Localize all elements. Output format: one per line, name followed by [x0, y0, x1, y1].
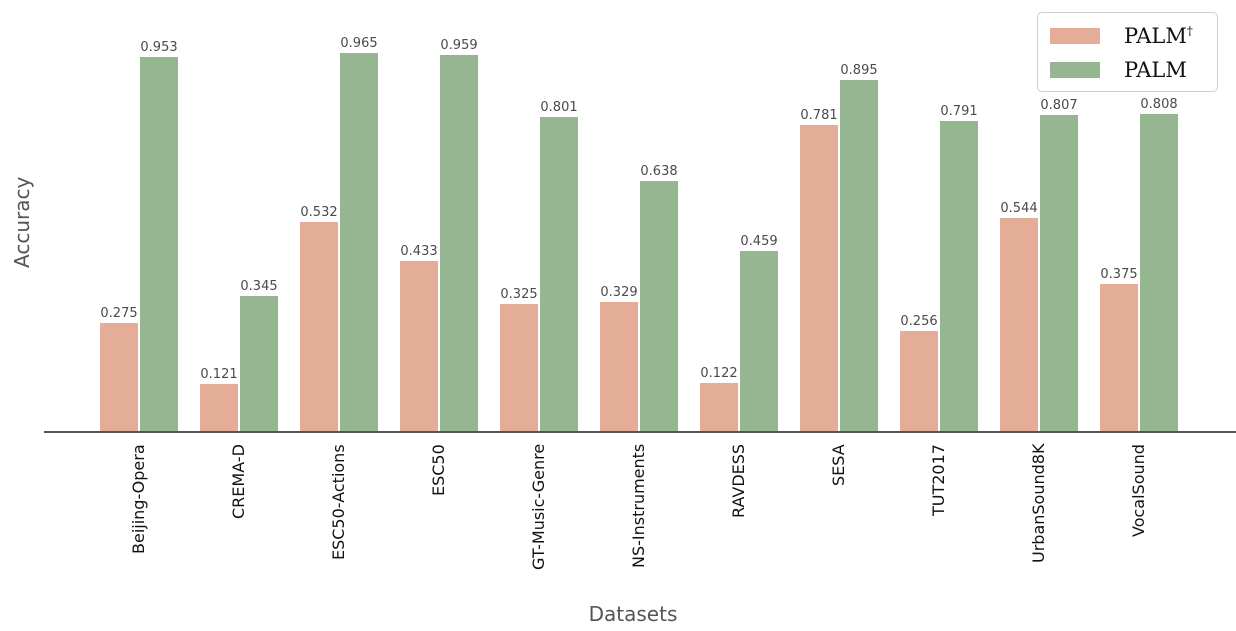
bar-palm-esc50-actions: [340, 53, 378, 431]
legend-item-palm-dagger: PALM†: [1050, 24, 1193, 48]
bar-palm-esc50: [440, 55, 478, 431]
value-label: 0.781: [800, 108, 838, 123]
value-label: 0.121: [200, 367, 238, 382]
value-label: 0.325: [500, 287, 538, 302]
value-label: 0.801: [540, 100, 578, 115]
bar-palm-sesa: [840, 80, 878, 431]
bar-palm-tut2017: [940, 121, 978, 431]
x-tick-vocalsound: VocalSound: [1129, 444, 1148, 537]
x-tick-crema-d: CREMA-D: [229, 444, 248, 519]
bar-palm-dagger-ns-instruments: [600, 302, 638, 431]
bar-palm-dagger-gt-music-genre: [500, 304, 538, 431]
value-label: 0.375: [1100, 267, 1138, 282]
bar-palm-dagger-vocalsound: [1100, 284, 1138, 431]
bar-palm-urbansound8k: [1040, 115, 1078, 431]
value-label: 0.807: [1040, 98, 1078, 113]
y-axis-label: Accuracy: [10, 176, 34, 268]
value-label: 0.808: [1140, 97, 1178, 112]
value-label: 0.345: [240, 279, 278, 294]
bar-palm-crema-d: [240, 296, 278, 431]
value-label: 0.965: [340, 36, 378, 51]
legend-item-palm: PALM: [1050, 58, 1187, 82]
value-label: 0.459: [740, 234, 778, 249]
bar-palm-dagger-tut2017: [900, 331, 938, 431]
x-tick-ns-instruments: NS-Instruments: [629, 443, 648, 568]
bar-palm-dagger-sesa: [800, 125, 838, 431]
value-label: 0.329: [600, 285, 638, 300]
value-label: 0.638: [640, 164, 678, 179]
value-label: 0.959: [440, 38, 478, 53]
x-tick-sesa: SESA: [829, 444, 848, 486]
value-label: 0.953: [140, 40, 178, 55]
legend: PALM† PALM: [1037, 12, 1218, 92]
bar-palm-ravdess: [740, 251, 778, 431]
value-label: 0.275: [100, 306, 138, 321]
x-tick-esc50: ESC50: [429, 444, 448, 496]
bar-palm-dagger-crema-d: [200, 384, 238, 431]
value-label: 0.256: [900, 314, 938, 329]
value-label: 0.895: [840, 63, 878, 78]
x-tick-tut2017: TUT2017: [929, 444, 948, 516]
bar-palm-dagger-beijing-opera: [100, 323, 138, 431]
bar-palm-beijing-opera: [140, 57, 178, 431]
bar-palm-vocalsound: [1140, 114, 1178, 431]
legend-label-palm: PALM: [1124, 58, 1187, 82]
x-tick-gt-music-genre: GT-Music-Genre: [529, 443, 548, 570]
bar-palm-dagger-esc50-actions: [300, 222, 338, 431]
bar-palm-dagger-urbansound8k: [1000, 218, 1038, 431]
value-label: 0.532: [300, 205, 338, 220]
x-tick-urbansound8k: UrbanSound8K: [1029, 443, 1048, 563]
x-tick-ravdess: RAVDESS: [729, 443, 748, 518]
bar-palm-gt-music-genre: [540, 117, 578, 431]
value-label: 0.544: [1000, 201, 1038, 216]
x-tick-beijing-opera: Beijing-Opera: [129, 444, 148, 554]
legend-label-palm-dagger: PALM†: [1124, 24, 1193, 48]
value-label: 0.791: [940, 104, 978, 119]
legend-swatch-palm-dagger: [1050, 28, 1100, 44]
value-label: 0.122: [700, 366, 738, 381]
legend-swatch-palm: [1050, 62, 1100, 78]
x-tick-esc50-actions: ESC50-Actions: [329, 444, 348, 560]
bar-palm-ns-instruments: [640, 181, 678, 431]
x-axis-line: [44, 431, 1236, 433]
value-label: 0.433: [400, 244, 438, 259]
bar-palm-dagger-ravdess: [700, 383, 738, 431]
x-axis-label: Datasets: [588, 602, 678, 626]
bar-palm-dagger-esc50: [400, 261, 438, 431]
